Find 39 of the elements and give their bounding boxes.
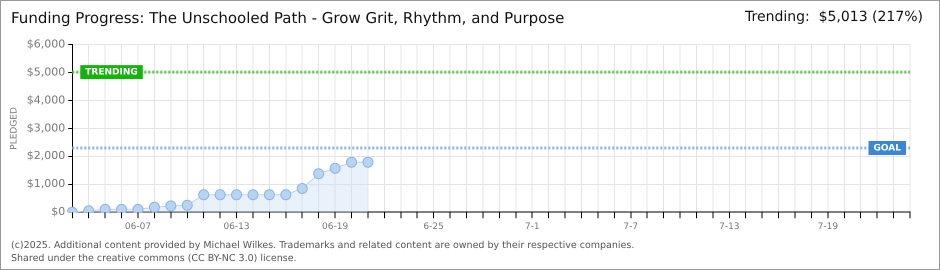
point	[116, 204, 128, 212]
point	[182, 200, 193, 211]
point	[165, 200, 176, 212]
point	[362, 156, 374, 168]
point	[148, 202, 160, 212]
text: (c)2025. Additional content provided by Michael Wilkes. Trademarks and related content are owned by their respective companies.	[11, 239, 634, 252]
y-tick-label: $1,000	[26, 177, 66, 190]
point	[100, 204, 111, 212]
point	[247, 189, 258, 200]
chart-title: Funding Progress: The Unschooled Path - Grow Grit, Rhythm, and Purpose	[11, 9, 564, 27]
x-tick-label: 06-07	[124, 222, 152, 232]
point	[330, 162, 341, 174]
point	[231, 189, 242, 200]
x-tick-label: 7-7	[623, 222, 638, 232]
x-tick-label: 7-1	[524, 222, 540, 232]
y-axis-title: PLEDGED	[10, 107, 20, 150]
point	[313, 168, 324, 180]
point	[296, 182, 308, 194]
point	[198, 189, 210, 200]
point	[214, 189, 226, 200]
ref-line-label: GOAL	[874, 143, 902, 154]
x-tick-label: 06-13	[223, 222, 250, 232]
point	[132, 204, 144, 212]
y-tick-label: $2,000	[26, 149, 66, 162]
x-tick-label: 7-19	[818, 222, 838, 232]
point	[346, 156, 358, 168]
x-tick-label: 06-19	[322, 222, 348, 232]
text: Trending: $5,013 (217%)	[745, 9, 923, 25]
y-tick-label: $5,000	[26, 65, 66, 78]
y-tick-label: $6,000	[26, 37, 66, 50]
point	[280, 189, 292, 200]
x-tick-label: 7-13	[719, 222, 740, 232]
text: Shared under the creative commons (CC BY-NC 3.0) license.	[11, 252, 298, 265]
point	[264, 189, 275, 200]
y-tick-label: $3,000	[26, 121, 66, 134]
ref-line-label: TRENDING	[85, 68, 138, 78]
x-tick-label: 6-25	[423, 222, 444, 232]
y-tick-label: $4,000	[26, 93, 66, 106]
y-tick-label: $0	[51, 205, 66, 218]
